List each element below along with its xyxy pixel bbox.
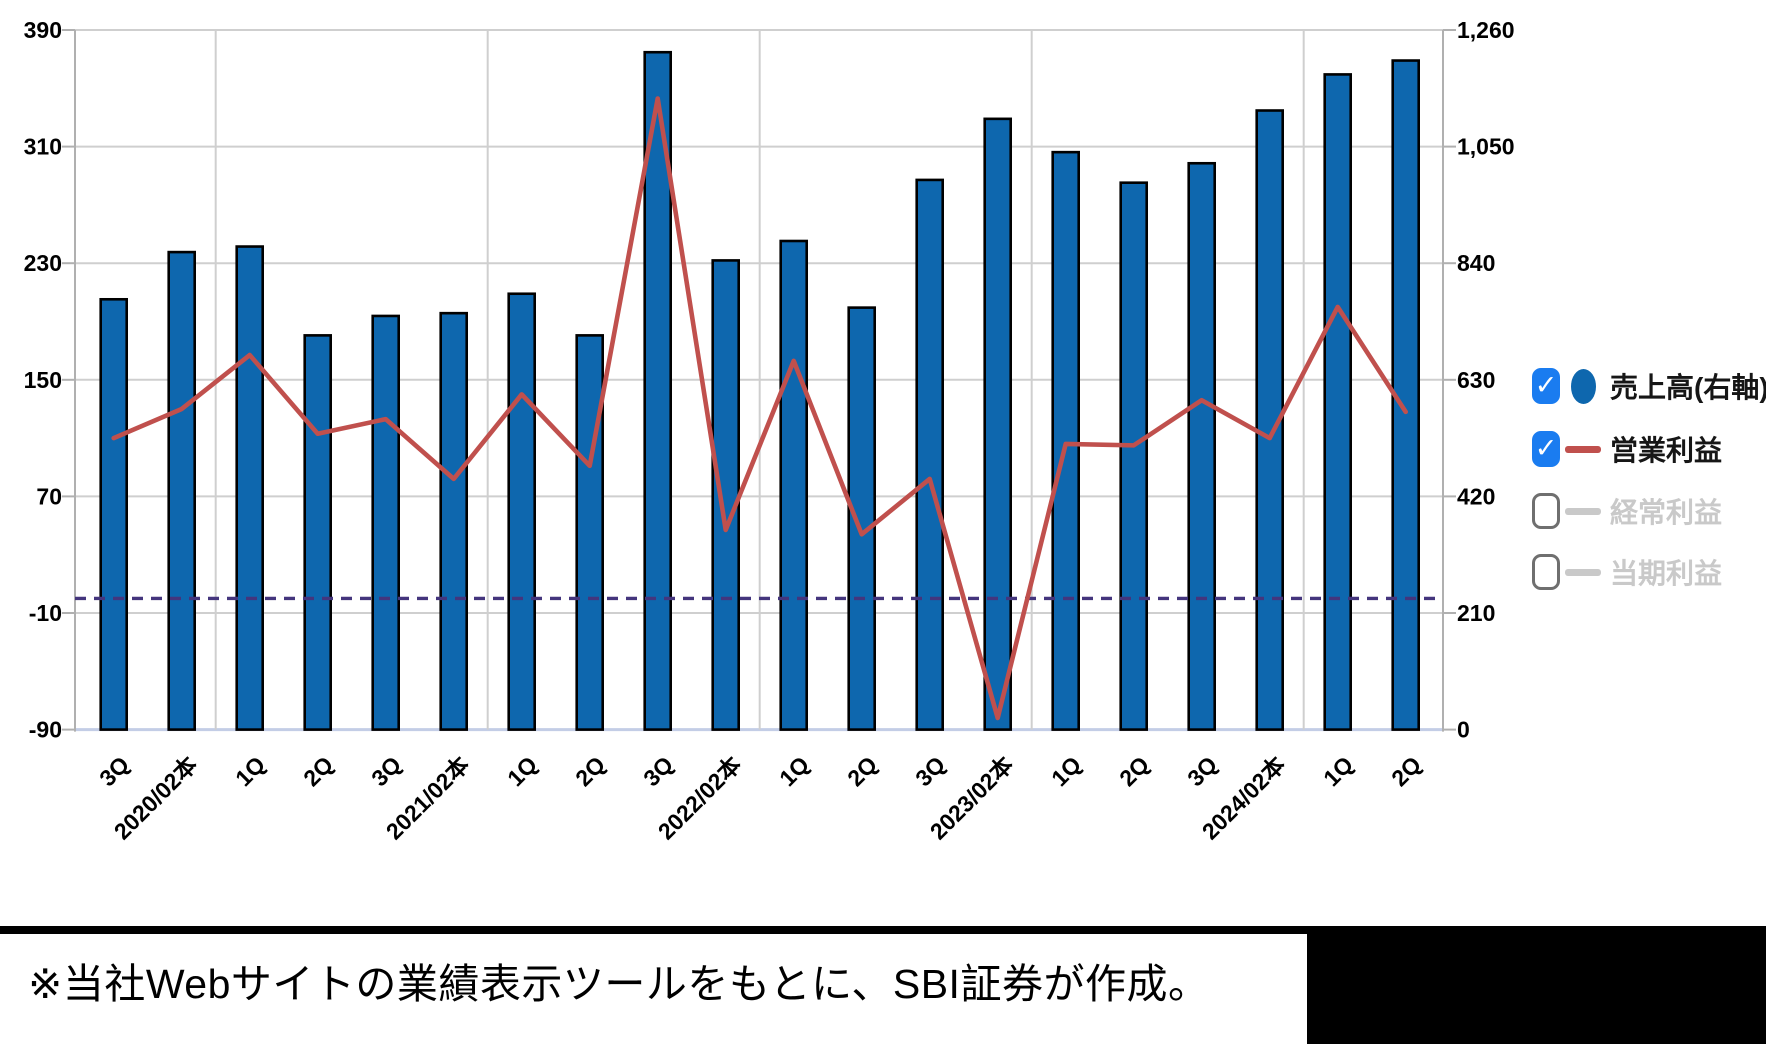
revenue-bar [439, 311, 469, 731]
revenue-bar [167, 250, 196, 731]
revenue-bar [235, 245, 264, 731]
operating-profit-line [111, 96, 1408, 721]
revenue-bar [847, 306, 877, 731]
line-marker-icon [1565, 445, 1601, 453]
left-axis-tick-label: 70 [36, 483, 62, 509]
x-axis-label: 1Q [1318, 751, 1358, 791]
left-axis-tick-label: -90 [29, 717, 62, 743]
line-marker-icon [1565, 568, 1601, 576]
net-profit-marker-wrap [1563, 568, 1603, 576]
revenue-bar [99, 297, 128, 731]
x-axis-label: 2Q [842, 751, 882, 791]
left-axis-tick-label: 230 [24, 250, 62, 276]
legend-item-ordinary-profit: ✓ 経常利益 [1532, 491, 1722, 531]
revenue-bar [507, 292, 537, 731]
right-axis-tick-label: 1,260 [1457, 17, 1515, 43]
legend-item-operating-profit: ✓ 営業利益 [1532, 429, 1722, 469]
revenue-bar [711, 259, 741, 731]
sales-marker-wrap [1563, 368, 1603, 404]
x-axis-label: 2Q [298, 751, 338, 791]
redaction-box [1307, 926, 1766, 1044]
right-axis-tick-label: 210 [1457, 600, 1495, 626]
operating-profit-checkbox[interactable]: ✓ [1532, 431, 1560, 467]
check-icon: ✓ [1534, 369, 1558, 400]
line-marker-icon [1565, 507, 1601, 515]
right-axis-tick-label: 420 [1457, 483, 1495, 509]
x-axis-label: 3Q [1182, 751, 1222, 791]
right-axis-tick-label: 1,050 [1457, 134, 1515, 160]
revenue-bar [303, 334, 333, 731]
x-axis-label: 1Q [502, 751, 542, 791]
x-axis-label: 3Q [94, 751, 134, 791]
ordinary-profit-checkbox[interactable]: ✓ [1532, 493, 1560, 529]
circle-marker-icon [1570, 368, 1596, 404]
revenue-bar [371, 314, 401, 731]
legend-item-net-profit: ✓ 当期利益 [1532, 552, 1722, 592]
left-axis-tick-label: 150 [24, 367, 62, 393]
left-axis-tick-label: -10 [29, 600, 62, 626]
x-axis-label: 3Q [910, 751, 950, 791]
revenue-bar [575, 334, 605, 731]
x-axis-label: 3Q [366, 751, 406, 791]
left-axis-tick-label: 310 [24, 134, 62, 160]
revenue-bar [1119, 181, 1148, 731]
x-axis-label: 1Q [230, 751, 270, 791]
right-axis-tick-label: 840 [1457, 250, 1495, 276]
revenue-bar [1323, 73, 1352, 731]
legend-item-sales: ✓ 売上高(右軸) [1532, 366, 1766, 406]
revenue-bar [779, 239, 809, 731]
x-axis-label: 3Q [638, 751, 678, 791]
x-axis-label: 1Q [774, 751, 814, 791]
x-axis-label: 1Q [1046, 751, 1086, 791]
revenue-bar [983, 117, 1013, 731]
legend-label-net-profit: 当期利益 [1610, 558, 1723, 589]
revenue-bar [1187, 161, 1216, 731]
left-axis-tick-label: 390 [24, 17, 62, 43]
legend-label-operating-profit: 営業利益 [1610, 435, 1723, 466]
sales-checkbox[interactable]: ✓ [1532, 368, 1560, 404]
footer-divider [0, 926, 1307, 934]
legend-label-ordinary-profit: 経常利益 [1610, 497, 1723, 528]
x-axis-label: 2Q [570, 751, 610, 791]
revenue-bar [915, 178, 945, 731]
legend-label-sales: 売上高(右軸) [1610, 372, 1766, 403]
right-axis-tick-label: 630 [1457, 367, 1495, 393]
revenue-bar [1051, 150, 1080, 731]
check-icon: ✓ [1534, 432, 1558, 463]
x-axis-label: 2Q [1114, 751, 1154, 791]
net-profit-checkbox[interactable]: ✓ [1532, 554, 1560, 590]
operating-profit-marker-wrap [1563, 445, 1603, 453]
right-axis-tick-label: 0 [1457, 717, 1470, 743]
ordinary-profit-marker-wrap [1563, 507, 1603, 515]
source-note: ※当社Webサイトの業績表示ツールをもとに、SBI証券が作成。 [28, 961, 1210, 1007]
x-axis-label: 2Q [1386, 751, 1426, 791]
